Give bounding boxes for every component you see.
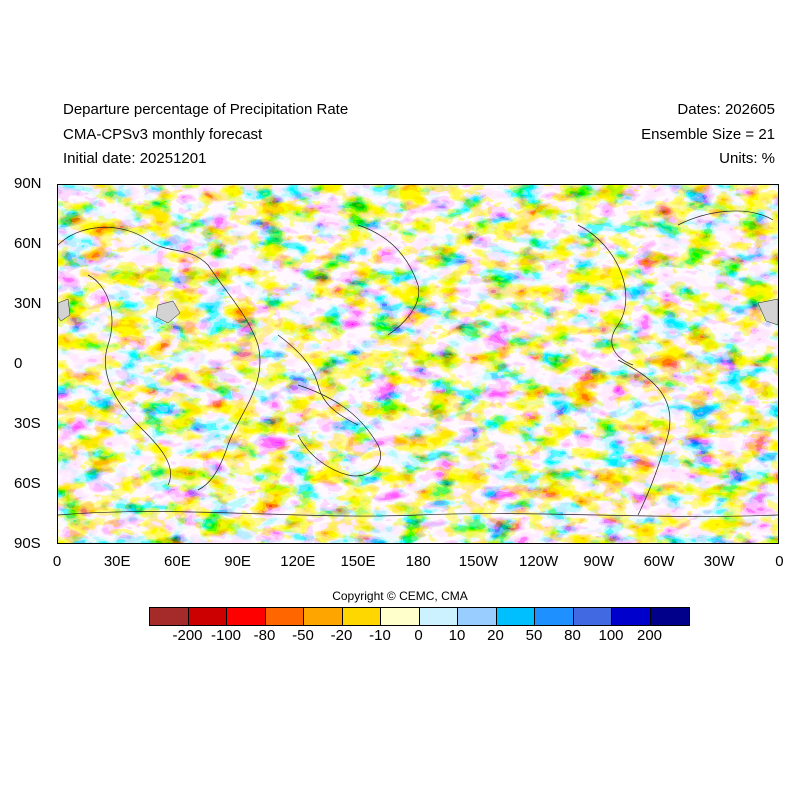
latitude-label: 30S [14,415,41,432]
initial-date: Initial date: 20251201 [63,150,207,167]
colorbar-label: 0 [414,627,423,644]
precipitation-field [58,185,778,543]
colorbar-label: 80 [564,627,581,644]
precipitation-map [57,184,779,544]
colorbar-swatch [573,608,612,625]
precipitation-shading [58,185,778,543]
colorbar-swatch [496,608,535,625]
colorbar-label: -20 [330,627,353,644]
map-title: Departure percentage of Precipitation Ra… [63,101,349,118]
latitude-label: 90N [14,175,42,192]
colorbar-swatch [535,608,574,625]
colorbar-label: -10 [369,627,391,644]
colorbar-swatch [265,608,304,625]
missing-data-areas [58,298,778,326]
longitude-label: 30E [103,553,131,570]
colorbar-swatch [381,608,420,625]
colorbar-swatch [419,608,458,625]
copyright-note: Copyright © CEMC, CMA [332,589,468,603]
latitude-label: 60N [14,235,42,252]
colorbar-label: 100 [598,627,624,644]
colorbar-swatch [227,608,266,625]
latitude-label: 90S [14,535,41,552]
colorbar-label: -50 [292,627,314,644]
colorbar-swatch [304,608,343,625]
forecast-dates: Dates: 202605 [677,101,775,118]
ensemble-size: Ensemble Size = 21 [641,126,775,143]
colorbar-swatch [650,608,689,625]
colorbar-swatch [612,608,651,625]
colorbar-swatch [458,608,497,625]
colorbar [149,607,690,626]
longitude-label: 60W [643,553,675,570]
colorbar-swatch [188,608,227,625]
colorbar-label: -80 [253,627,276,644]
longitude-label: 0 [775,553,784,570]
coastlines [58,210,778,517]
map-subtitle: CMA-CPSv3 monthly forecast [63,126,263,143]
colorbar-label: 10 [448,627,466,644]
colorbar-label: -200 [172,627,203,644]
latitude-label: 60S [14,475,41,492]
longitude-label: 90W [583,553,615,570]
longitude-label: 90E [224,553,251,570]
longitude-label: 150W [458,553,498,570]
units-label: Units: % [719,150,775,167]
longitude-label: 150E [340,553,376,570]
longitude-label: 60E [164,553,191,570]
longitude-label: 0 [52,553,62,570]
colorbar-swatch [150,608,189,625]
longitude-label: 120E [280,553,316,570]
colorbar-swatch [342,608,381,625]
colorbar-label: 50 [525,627,543,644]
colorbar-label: 20 [487,627,504,644]
longitude-label: 180 [405,553,431,570]
latitude-label: 30N [14,295,42,312]
latitude-label: 0 [14,355,23,372]
longitude-label: 120W [519,553,559,570]
longitude-label: 30W [703,553,735,570]
colorbar-label: -100 [210,627,242,644]
colorbar-label: 200 [636,627,663,644]
